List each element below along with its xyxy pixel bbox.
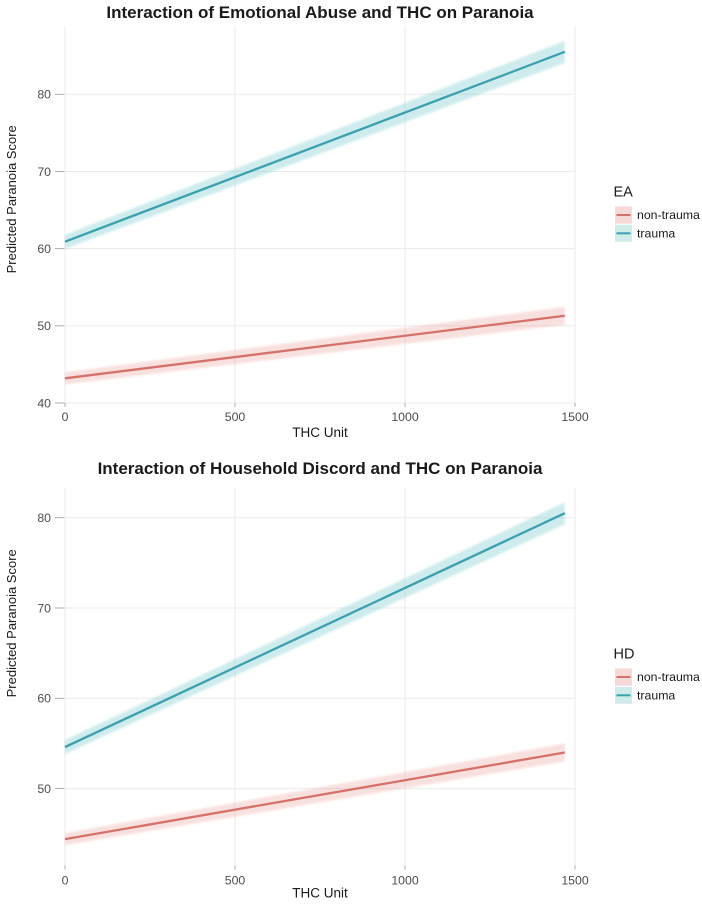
svg-text:non-trauma: non-trauma — [637, 670, 700, 684]
svg-text:EA: EA — [614, 185, 634, 201]
svg-text:50: 50 — [37, 319, 51, 333]
svg-text:60: 60 — [37, 692, 51, 706]
svg-text:40: 40 — [37, 396, 51, 410]
svg-text:Predicted Paranoia Score: Predicted Paranoia Score — [4, 549, 19, 697]
svg-text:60: 60 — [37, 242, 51, 256]
svg-text:THC Unit: THC Unit — [292, 886, 348, 901]
svg-text:1000: 1000 — [391, 874, 419, 888]
svg-text:500: 500 — [225, 410, 246, 424]
svg-text:1500: 1500 — [561, 874, 589, 888]
svg-text:Interaction of Emotional Abuse: Interaction of Emotional Abuse and THC o… — [106, 3, 534, 22]
svg-text:80: 80 — [37, 88, 51, 102]
svg-text:500: 500 — [225, 874, 246, 888]
svg-text:THC Unit: THC Unit — [292, 425, 348, 440]
svg-text:50: 50 — [37, 782, 51, 796]
svg-text:0: 0 — [62, 410, 69, 424]
svg-text:non-trauma: non-trauma — [637, 208, 700, 222]
svg-text:HD: HD — [614, 647, 635, 663]
svg-text:Predicted Paranoia Score: Predicted Paranoia Score — [4, 125, 19, 273]
svg-text:70: 70 — [37, 165, 51, 179]
svg-text:Interaction of Household Disco: Interaction of Household Discord and THC… — [98, 459, 543, 478]
svg-text:trauma: trauma — [637, 689, 675, 703]
svg-text:1500: 1500 — [561, 410, 589, 424]
svg-text:0: 0 — [62, 874, 69, 888]
svg-text:trauma: trauma — [637, 227, 675, 241]
svg-text:1000: 1000 — [391, 410, 419, 424]
svg-text:80: 80 — [37, 511, 51, 525]
svg-text:70: 70 — [37, 601, 51, 615]
